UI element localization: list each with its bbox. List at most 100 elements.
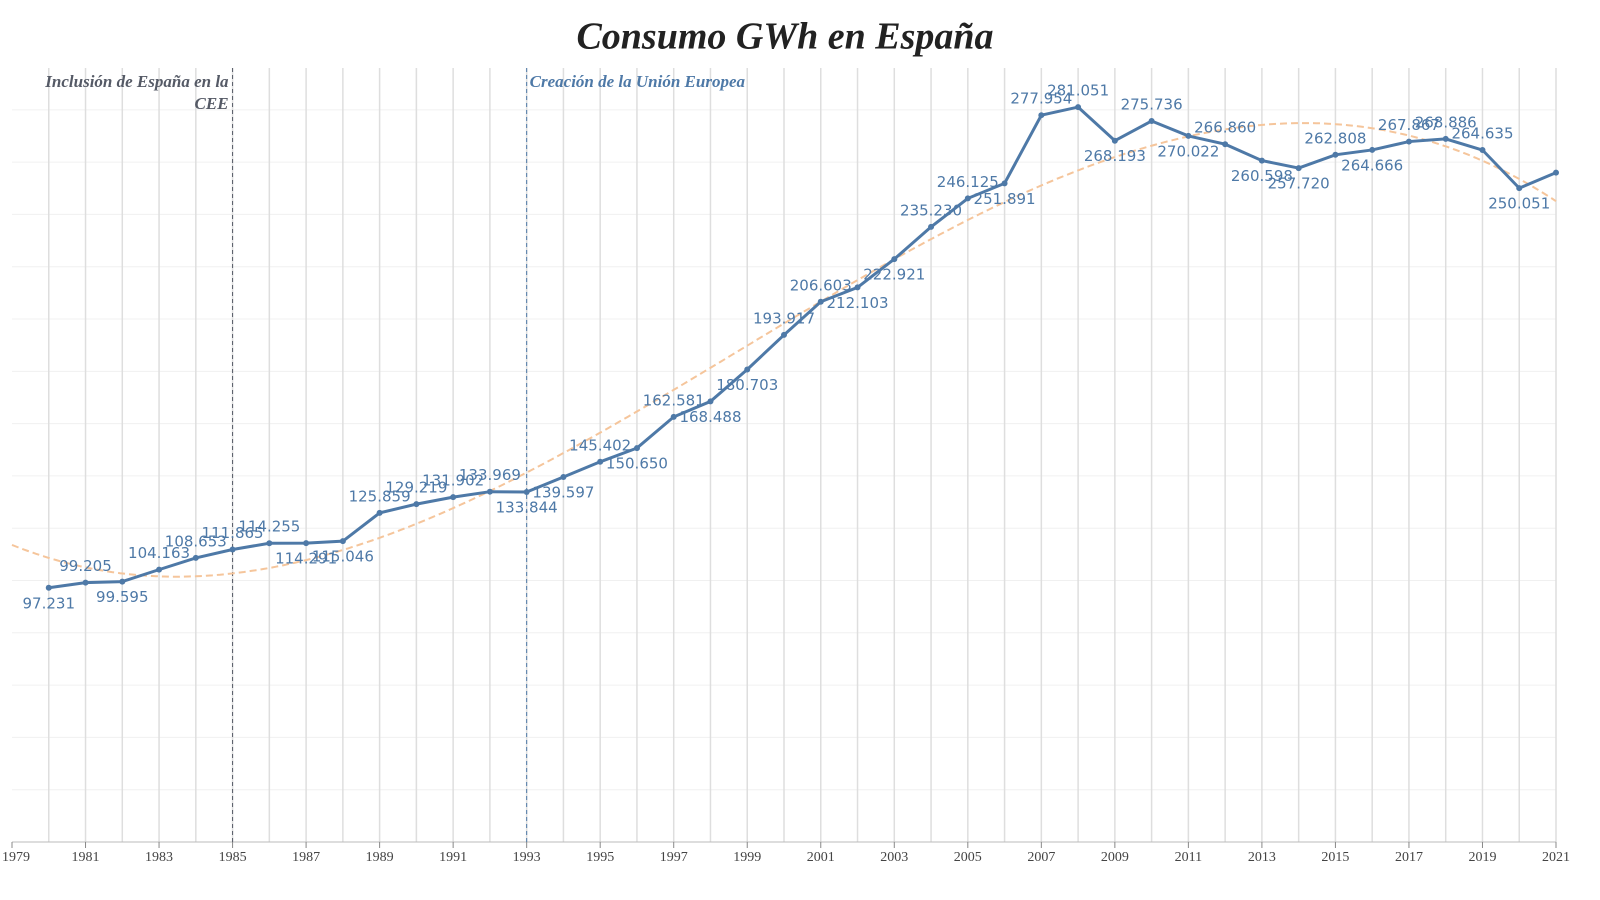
x-tick-label: 1995 bbox=[586, 850, 614, 865]
x-tick-label: 1985 bbox=[219, 850, 247, 865]
x-tick-label: 2001 bbox=[807, 850, 835, 865]
x-tick-label: 2015 bbox=[1321, 850, 1349, 865]
point bbox=[707, 398, 714, 405]
point bbox=[266, 540, 273, 547]
data-label: 150.650 bbox=[606, 455, 668, 473]
point bbox=[1295, 165, 1302, 172]
point bbox=[854, 284, 861, 291]
annotation-text: Inclusión de España en la bbox=[44, 72, 229, 91]
point bbox=[1185, 132, 1192, 139]
x-tick-label: 1997 bbox=[660, 850, 688, 865]
data-label: 104.163 bbox=[128, 544, 190, 562]
point bbox=[119, 578, 126, 585]
data-label: 114.255 bbox=[238, 518, 300, 536]
data-label: 266.860 bbox=[1194, 119, 1256, 137]
data-label: 268.886 bbox=[1415, 113, 1477, 131]
point bbox=[817, 298, 824, 305]
point bbox=[597, 458, 604, 465]
x-tick-label: 1993 bbox=[513, 850, 541, 865]
data-label: 133.969 bbox=[459, 466, 521, 484]
point bbox=[1369, 146, 1376, 153]
data-label: 212.103 bbox=[827, 294, 889, 312]
point bbox=[1332, 151, 1339, 158]
data-label: 206.603 bbox=[790, 276, 852, 294]
x-tick-label: 2005 bbox=[954, 850, 982, 865]
point bbox=[1222, 141, 1229, 148]
x-tick-label: 1999 bbox=[733, 850, 761, 865]
x-tick-label: 1991 bbox=[439, 850, 467, 865]
data-label: 262.808 bbox=[1304, 129, 1366, 147]
point bbox=[1075, 104, 1082, 111]
data-label: 168.488 bbox=[679, 408, 741, 426]
data-label: 139.597 bbox=[532, 483, 594, 501]
x-tick-label: 2007 bbox=[1027, 850, 1055, 865]
point bbox=[1001, 180, 1008, 187]
chart-title: Consumo GWh en España bbox=[576, 16, 993, 58]
point bbox=[560, 473, 567, 480]
annotation-text: CEE bbox=[195, 94, 229, 113]
data-label: 275.736 bbox=[1121, 95, 1183, 113]
x-tick-label: 1989 bbox=[366, 850, 394, 865]
data-label: 131.902 bbox=[422, 472, 484, 490]
point bbox=[633, 445, 640, 452]
data-label: 260.598 bbox=[1231, 167, 1293, 185]
data-label: 257.720 bbox=[1268, 175, 1330, 193]
point bbox=[339, 538, 346, 545]
line bbox=[48, 105, 1557, 590]
data-label: 267.867 bbox=[1378, 116, 1440, 134]
data-label: 115.046 bbox=[312, 548, 374, 566]
point bbox=[781, 331, 787, 338]
point bbox=[1516, 185, 1523, 192]
data-label: 99.205 bbox=[59, 557, 112, 575]
data-label: 114.291 bbox=[275, 550, 337, 568]
point bbox=[928, 223, 935, 230]
data-label: 270.022 bbox=[1157, 142, 1219, 160]
data-label: 277.954 bbox=[1010, 90, 1072, 108]
data-label: 281.051 bbox=[1047, 82, 1109, 100]
data-label: 235.230 bbox=[900, 201, 962, 219]
point bbox=[1553, 169, 1559, 176]
point bbox=[1111, 137, 1118, 144]
data-label: 97.231 bbox=[23, 594, 76, 612]
point bbox=[45, 584, 52, 591]
point bbox=[450, 494, 457, 501]
point bbox=[1148, 117, 1155, 124]
x-tick-label: 2017 bbox=[1395, 850, 1423, 865]
data-label: 222.921 bbox=[863, 266, 925, 284]
data-label: 145.402 bbox=[569, 436, 631, 454]
point bbox=[744, 366, 751, 373]
data-label: 133.844 bbox=[496, 499, 558, 517]
data-label: 125.859 bbox=[349, 487, 411, 505]
point bbox=[156, 566, 163, 573]
x-tick-label: 1987 bbox=[292, 850, 320, 865]
x-tick-label: 1979 bbox=[2, 850, 30, 865]
data-label: 264.666 bbox=[1341, 156, 1403, 174]
point bbox=[192, 554, 199, 561]
point bbox=[1405, 138, 1412, 145]
data-label: 193.917 bbox=[753, 309, 815, 327]
data-label: 99.595 bbox=[96, 588, 149, 606]
x-tick-label: 2003 bbox=[880, 850, 908, 865]
point bbox=[1442, 135, 1449, 142]
point bbox=[82, 579, 89, 586]
x-tick-label: 2021 bbox=[1542, 850, 1570, 865]
x-tick-label: 2009 bbox=[1101, 850, 1129, 865]
data-label: 264.635 bbox=[1451, 125, 1513, 143]
point bbox=[376, 509, 383, 516]
point bbox=[413, 501, 420, 508]
point bbox=[1258, 157, 1265, 164]
annotation-text: Creación de la Unión Europea bbox=[530, 72, 746, 91]
data-label: 180.703 bbox=[716, 376, 778, 394]
data-label: 111.865 bbox=[202, 524, 264, 542]
x-tick-label: 2019 bbox=[1468, 850, 1496, 865]
x-tick-label: 2011 bbox=[1175, 850, 1202, 865]
data-label: 246.125 bbox=[937, 173, 999, 191]
point bbox=[670, 413, 677, 420]
point bbox=[486, 488, 493, 495]
x-tick-label: 1983 bbox=[145, 850, 173, 865]
data-label: 268.193 bbox=[1084, 147, 1146, 165]
point bbox=[891, 256, 898, 263]
point bbox=[1479, 147, 1486, 154]
data-label: 250.051 bbox=[1488, 195, 1550, 213]
